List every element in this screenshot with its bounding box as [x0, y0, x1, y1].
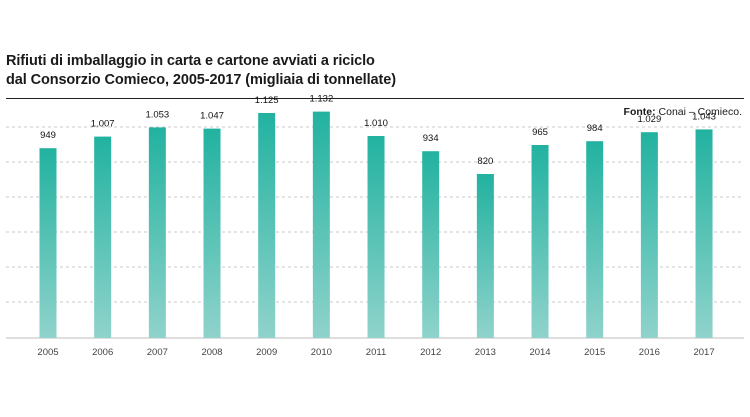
x-tick-2007: 2007: [147, 347, 168, 358]
bars: [39, 111, 713, 339]
bar-2016: [640, 132, 658, 338]
chart-title-line-1: Rifiuti di imballaggio in carta e carton…: [6, 53, 375, 69]
x-axis-ticks: 2005 2006 2007 2008 2009 2010 2011 2012 2013 2014…: [37, 347, 714, 358]
bar-2012: [422, 151, 440, 338]
bar-2009: [258, 113, 276, 338]
source-text: Conai – Comieco.: [658, 106, 742, 118]
bar-2008: [203, 128, 221, 338]
value-label-2011: 1.010: [364, 118, 388, 129]
x-tick-2011: 2011: [366, 347, 386, 358]
bar-2013: [476, 174, 494, 338]
x-tick-2012: 2012: [420, 347, 441, 358]
title-divider: [6, 98, 744, 99]
x-tick-2008: 2008: [201, 347, 222, 358]
value-label-2010: 1.132: [309, 94, 333, 105]
x-tick-2006: 2006: [92, 347, 113, 358]
bar-2014: [531, 145, 549, 338]
value-label-2012: 934: [423, 133, 439, 144]
source-note: Fonte: Conai – Comieco.: [624, 106, 742, 118]
value-label-2006: 1.007: [91, 119, 115, 130]
source-label: Fonte:: [623, 106, 656, 118]
x-tick-2015: 2015: [584, 347, 605, 358]
value-label-2013: 820: [477, 156, 493, 167]
x-tick-2016: 2016: [639, 347, 660, 358]
chart-title: Rifiuti di imballaggio in carta e carton…: [6, 52, 686, 90]
value-label-2005: 949: [40, 130, 56, 141]
bar-2017: [695, 129, 713, 338]
value-label-2016: 1.029: [637, 114, 661, 125]
value-label-2014: 965: [532, 127, 548, 138]
value-label-2017: 1.043: [692, 111, 716, 122]
bar-2011: [367, 136, 385, 338]
value-labels: 949 1.007 1.053 1.047 1.125 1.132 1.010 934 820 9…: [40, 94, 716, 167]
x-tick-2014: 2014: [529, 347, 550, 358]
bar-2010: [312, 111, 330, 338]
bar-2015: [586, 141, 604, 338]
bar-2006: [94, 136, 112, 338]
x-tick-2013: 2013: [475, 347, 496, 358]
chart-title-line-2: dal Consorzio Comieco, 2005-2017 (miglia…: [6, 72, 396, 88]
value-label-2007: 1.053: [145, 109, 169, 120]
x-tick-2017: 2017: [693, 347, 714, 358]
x-tick-2010: 2010: [311, 347, 332, 358]
bar-2005: [39, 148, 57, 338]
value-label-2008: 1.047: [200, 111, 224, 122]
value-label-2015: 984: [587, 123, 603, 134]
value-label-2009: 1.125: [255, 95, 279, 106]
x-tick-2009: 2009: [256, 347, 277, 358]
bar-2007: [148, 127, 166, 339]
x-tick-2005: 2005: [37, 347, 58, 358]
